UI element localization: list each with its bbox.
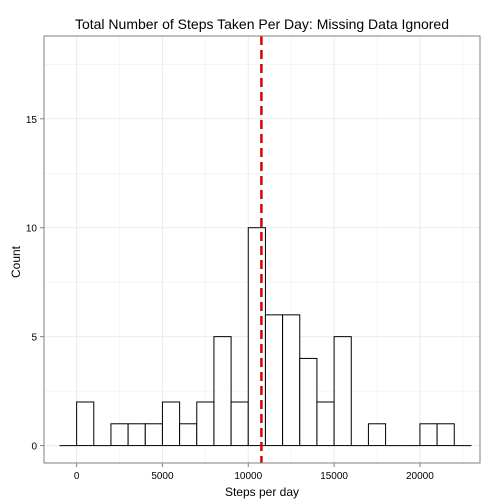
x-axis-ticks: 0 5000 10000 15000 20000 xyxy=(74,463,434,482)
y-axis-label: Count xyxy=(9,245,23,278)
histogram-bar xyxy=(316,401,335,447)
y-tick-label: 5 xyxy=(31,333,37,344)
x-tick-label: 0 xyxy=(74,471,80,482)
y-tick-label: 15 xyxy=(26,115,38,126)
y-tick-label: 10 xyxy=(26,224,38,235)
histogram-bar xyxy=(247,227,266,447)
histogram-bar xyxy=(299,357,318,447)
histogram-bars xyxy=(59,227,472,447)
histogram-bar xyxy=(161,401,181,447)
histogram-bar xyxy=(76,401,95,447)
histogram-bar xyxy=(333,336,352,447)
chart-title: Total Number of Steps Taken Per Day: Mis… xyxy=(75,16,449,32)
histogram-bar xyxy=(367,423,387,447)
x-tick-label: 20000 xyxy=(406,471,434,482)
histogram-bar xyxy=(110,423,129,447)
y-axis-ticks: 0 5 10 15 xyxy=(26,115,44,453)
histogram-bar xyxy=(436,423,455,447)
x-tick-label: 15000 xyxy=(320,471,348,482)
histogram-bar xyxy=(419,423,438,447)
histogram-bar xyxy=(179,423,198,447)
histogram-bar xyxy=(144,423,163,447)
y-tick-label: 0 xyxy=(31,442,37,453)
histogram-bar xyxy=(127,423,146,447)
x-axis-label: Steps per day xyxy=(225,485,299,499)
histogram-bar xyxy=(213,336,232,447)
x-tick-label: 5000 xyxy=(151,471,174,482)
x-tick-label: 10000 xyxy=(234,471,262,482)
histogram-bar xyxy=(282,314,301,447)
panel-border xyxy=(43,35,481,464)
histogram-bar xyxy=(264,314,284,447)
histogram-bar xyxy=(230,401,249,447)
histogram-bar xyxy=(196,401,215,447)
